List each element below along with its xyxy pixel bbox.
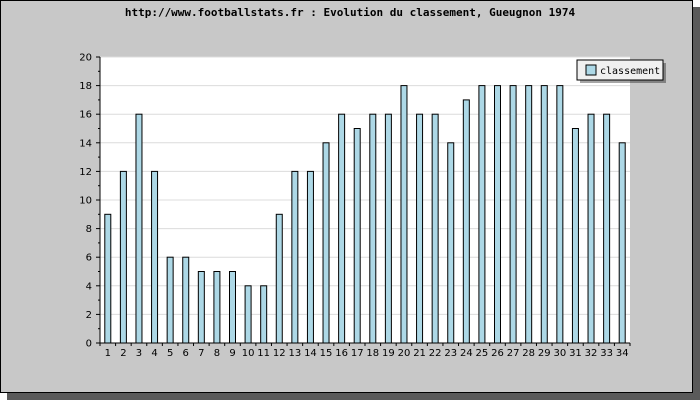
bar <box>229 271 236 344</box>
legend-box <box>576 59 664 81</box>
legend-label: classement <box>600 66 660 77</box>
x-tick-label: 10 <box>242 348 255 359</box>
y-tick-label: 12 <box>79 167 92 178</box>
y-tick-label: 0 <box>86 339 92 350</box>
bar <box>104 213 112 344</box>
bar <box>509 85 517 344</box>
y-tick-label: 4 <box>86 281 92 292</box>
x-tick-label: 27 <box>507 348 520 359</box>
bar <box>618 142 626 344</box>
bar <box>571 128 579 344</box>
chart-title: http://www.footballstats.fr : Evolution … <box>125 6 576 19</box>
x-tick-label: 25 <box>476 348 489 359</box>
y-tick-label: 20 <box>79 53 92 64</box>
bar <box>494 85 501 344</box>
bar <box>416 113 424 344</box>
x-tick-label: 24 <box>460 348 473 359</box>
bar <box>306 170 314 344</box>
bar <box>587 113 595 344</box>
x-tick-label: 3 <box>136 348 142 359</box>
bar <box>338 113 346 344</box>
x-tick-label: 14 <box>304 348 317 359</box>
x-tick-label: 34 <box>616 348 629 359</box>
x-tick-label: 18 <box>366 348 379 359</box>
x-tick-label: 31 <box>569 348 582 359</box>
bar <box>400 85 408 344</box>
x-tick-label: 7 <box>198 348 204 359</box>
axes <box>96 56 631 346</box>
frame-shadow-bottom <box>7 393 700 400</box>
bar <box>462 99 470 344</box>
x-tick-label: 29 <box>538 348 551 359</box>
bar <box>369 113 377 344</box>
x-tick-label: 33 <box>600 348 613 359</box>
bar <box>275 213 283 344</box>
bar <box>431 113 439 344</box>
x-tick-label: 12 <box>273 348 286 359</box>
x-tick-label: 30 <box>553 348 566 359</box>
x-tick-label: 9 <box>229 348 235 359</box>
x-tick-label: 22 <box>429 348 442 359</box>
bar <box>447 142 455 344</box>
x-tick-label: 23 <box>444 348 457 359</box>
bar <box>556 85 564 344</box>
bar <box>213 271 221 344</box>
bar <box>353 128 361 344</box>
y-tick-label: 10 <box>79 196 92 207</box>
bar <box>135 113 143 344</box>
bar <box>260 285 268 344</box>
y-tick-labels: 0 2 4 6 8 10 12 14 16 18 20 <box>79 53 92 350</box>
bar <box>384 113 392 344</box>
y-tick-label: 18 <box>79 81 92 92</box>
y-tick-label: 2 <box>86 310 92 321</box>
bar <box>119 170 127 344</box>
frame-shadow-right <box>693 7 700 400</box>
y-tick-label: 8 <box>86 224 92 235</box>
x-tick-label: 2 <box>120 348 126 359</box>
x-tick-label: 21 <box>413 348 426 359</box>
bar <box>525 85 533 344</box>
x-tick-label: 17 <box>351 348 364 359</box>
x-tick-label: 15 <box>320 348 333 359</box>
bar <box>291 170 299 344</box>
bar <box>540 85 548 344</box>
x-tick-label: 16 <box>335 348 348 359</box>
x-tick-label: 11 <box>257 348 270 359</box>
bar <box>166 256 174 344</box>
x-tick-label: 8 <box>214 348 220 359</box>
x-tick-label: 28 <box>522 348 535 359</box>
x-tick-label: 5 <box>167 348 173 359</box>
y-tick-label: 16 <box>79 110 92 121</box>
x-tick-label: 20 <box>398 348 411 359</box>
bar <box>244 285 252 344</box>
bar <box>603 113 611 344</box>
bar <box>478 85 486 344</box>
bar <box>197 271 205 344</box>
x-tick-label: 32 <box>585 348 598 359</box>
legend-swatch <box>585 64 597 76</box>
y-tick-label: 14 <box>79 138 92 149</box>
legend: classement <box>576 59 666 83</box>
x-tick-labels: 1 2 3 4 5 6 7 8 9 10 11 12 13 14 15 16 17 18 19 20 21 22 23 24 2… <box>105 348 629 359</box>
bar <box>151 170 159 344</box>
x-tick-label: 4 <box>151 348 157 359</box>
y-tick-label: 6 <box>86 253 92 264</box>
x-tick-label: 13 <box>288 348 301 359</box>
bar <box>322 142 330 344</box>
x-tick-label: 19 <box>382 348 395 359</box>
bar <box>182 256 190 344</box>
x-tick-label: 26 <box>491 348 504 359</box>
x-tick-label: 1 <box>105 348 111 359</box>
x-tick-label: 6 <box>183 348 189 359</box>
